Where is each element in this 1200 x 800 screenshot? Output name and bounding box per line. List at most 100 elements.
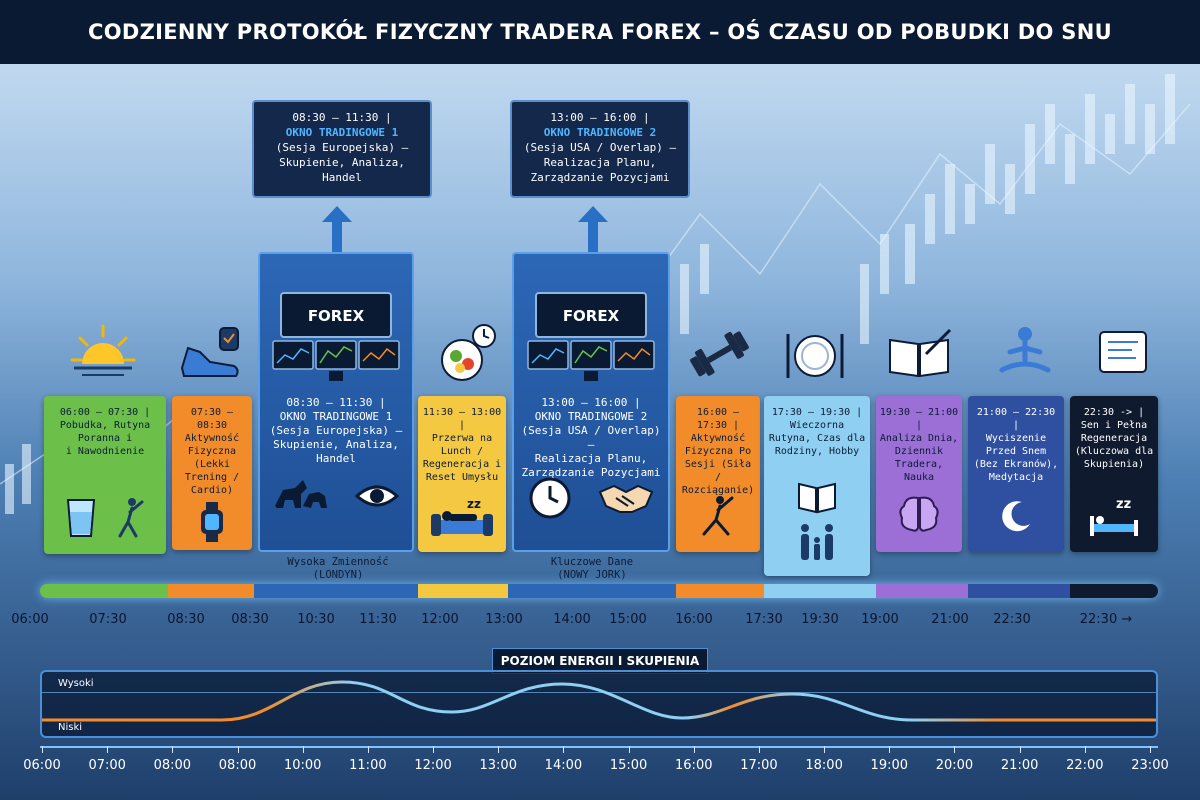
lunch-plate-clock-icon xyxy=(441,324,496,381)
sunrise-icon xyxy=(70,324,136,376)
timeline-tick-label: 08:30 xyxy=(231,612,269,627)
hour-label: 10:00 xyxy=(283,758,322,773)
card-wind-down: 21:00 – 22:30 | Wyciszenie Przed Snem (B… xyxy=(968,396,1064,552)
eye-icon xyxy=(355,485,399,507)
card-trading-window-1: FOREX 08:30 – 11:30 | OKNO TRADINGOWE 1 … xyxy=(258,252,414,552)
callout-trading-window-1: 08:30 – 11:30 | OKNO TRADINGOWE 1 (Sesja… xyxy=(252,100,432,198)
card-sleep: 22:30 -> | Sen i Pełna Regeneracja (Kluc… xyxy=(1070,396,1158,552)
timeline-segment-trading-2 xyxy=(508,584,676,598)
timeline-tick-label: 17:30 xyxy=(745,612,783,627)
hour-tick xyxy=(107,746,109,753)
meditation-icon xyxy=(999,327,1051,373)
card-text: Rozciąganie) xyxy=(681,485,755,496)
timeline-segment-training xyxy=(168,584,254,598)
smartwatch-icon xyxy=(201,502,223,542)
forex-monitors-icon: FOREX xyxy=(527,292,655,381)
card-time: 17:30 – 19:30 | xyxy=(771,407,863,418)
callout-desc: (Sesja Europejska) – xyxy=(275,141,409,154)
timeline-tick-label: 12:00 xyxy=(421,612,459,627)
card-text: Fizyczna xyxy=(187,446,237,457)
yoga-pose-icon xyxy=(702,496,734,536)
arrow-up-icon xyxy=(578,206,608,260)
forex-label: FOREX xyxy=(563,307,620,325)
timeline-segment-trading-1 xyxy=(254,584,418,598)
timeline-tick-label: 15:00 xyxy=(609,612,647,627)
hour-label: 08:00 xyxy=(153,758,192,773)
callout-desc: Realizacja Planu, xyxy=(543,156,657,169)
hour-label: 21:00 xyxy=(1000,758,1039,773)
card-text: Fizyczna Po xyxy=(684,446,752,457)
card-text: Aktywność xyxy=(184,433,240,444)
hour-label: 18:00 xyxy=(805,758,843,773)
card-text: Wyciszenie xyxy=(985,433,1047,444)
stretching-person-icon xyxy=(118,498,144,538)
card-text: Realizacja Planu, xyxy=(534,452,648,465)
hour-label: 07:00 xyxy=(88,758,126,773)
card-text: Cardio) xyxy=(190,485,234,496)
hour-label: 19:00 xyxy=(870,758,909,773)
timeline-segment-activity xyxy=(676,584,764,598)
callout-desc: (Sesja USA / Overlap) – xyxy=(523,141,677,154)
timeline-segment-lunch xyxy=(418,584,508,598)
sublabel-text: Wysoka Zmienność xyxy=(287,556,389,568)
hour-axis xyxy=(40,746,1158,748)
card-time: 21:00 – 22:30 | xyxy=(976,407,1056,431)
energy-low-label: Niski xyxy=(58,722,83,733)
card-text: Regeneracja xyxy=(1080,433,1148,444)
card-time: 19:30 – 21:00 | xyxy=(879,407,959,431)
card-evening-routine: 17:30 – 19:30 | Wieczorna Rutyna, Czas d… xyxy=(764,396,870,576)
card-text: Przed Snem xyxy=(985,446,1047,457)
callout-name: OKNO TRADINGOWE 2 xyxy=(543,126,657,139)
card-time: 11:30 – 13:00 | xyxy=(422,407,502,431)
hour-tick xyxy=(367,746,369,753)
timeline-tick-label: 22:30 → xyxy=(1079,612,1133,627)
card-day-analysis: 19:30 – 21:00 | Analiza Dnia, Dziennik T… xyxy=(876,396,962,552)
card-text: Przerwa na xyxy=(431,433,493,444)
card-text: Reset Umysłu xyxy=(425,472,499,483)
timeline-segment-morning xyxy=(40,584,168,598)
brain-icon xyxy=(899,496,939,532)
day-timeline-bar xyxy=(40,584,1158,598)
callout-desc: Zarządzanie Pozycjami xyxy=(530,171,670,184)
card-text: Skupienia) xyxy=(1083,459,1145,470)
arrow-up-icon xyxy=(322,206,352,260)
timeline-tick-label: 10:30 xyxy=(297,612,335,627)
plate-cutlery-icon xyxy=(786,334,844,378)
hour-tick xyxy=(824,746,826,753)
timeline-tick-label: 08:30 xyxy=(167,612,205,627)
card-text: Rodziny, Hobby xyxy=(774,446,860,457)
moon-icon xyxy=(1002,501,1030,532)
hour-tick xyxy=(237,746,239,753)
hour-label: 12:00 xyxy=(414,758,452,773)
energy-curve xyxy=(42,680,1156,722)
card-text: Regeneracja i xyxy=(422,459,502,470)
hour-tick xyxy=(42,746,43,753)
hour-tick xyxy=(954,746,956,753)
card-text: Handel xyxy=(316,452,356,465)
card-morning-routine: 06:00 – 07:30 | Pobudka, Rutyna Poranna … xyxy=(44,396,166,554)
hour-label: 17:00 xyxy=(740,758,778,773)
callout-trading-window-2: 13:00 – 16:00 | OKNO TRADINGOWE 2 (Sesja… xyxy=(510,100,690,198)
hour-tick xyxy=(498,746,500,753)
card-text: Tradera, xyxy=(894,459,944,470)
hour-label: 15:00 xyxy=(609,758,648,773)
callout-desc: Handel xyxy=(322,171,362,184)
background-market-chart xyxy=(0,74,1191,514)
hour-tick xyxy=(628,746,630,753)
hour-tick xyxy=(302,746,304,753)
hour-tick xyxy=(1084,746,1086,753)
card-text: i Nawodnienie xyxy=(65,446,145,457)
card-text: Wieczorna xyxy=(789,420,845,431)
sleeping-bed-icon: zz xyxy=(1090,497,1138,536)
running-shoe-icon xyxy=(180,327,239,377)
card-text: (Bez Ekranów), xyxy=(973,459,1059,470)
timeline-tick-label: 14:00 xyxy=(553,612,591,627)
hour-tick xyxy=(693,746,695,753)
sublabel-text: (NOWY JORK) xyxy=(557,569,627,581)
timeline-segment-wind-down xyxy=(968,584,1070,598)
card-text: Medytacja xyxy=(988,472,1044,483)
card-text: Analiza Dnia, xyxy=(879,433,959,444)
hour-tick xyxy=(563,746,565,753)
hour-label: 22:00 xyxy=(1066,758,1104,773)
card-text: Aktywność xyxy=(690,433,746,444)
